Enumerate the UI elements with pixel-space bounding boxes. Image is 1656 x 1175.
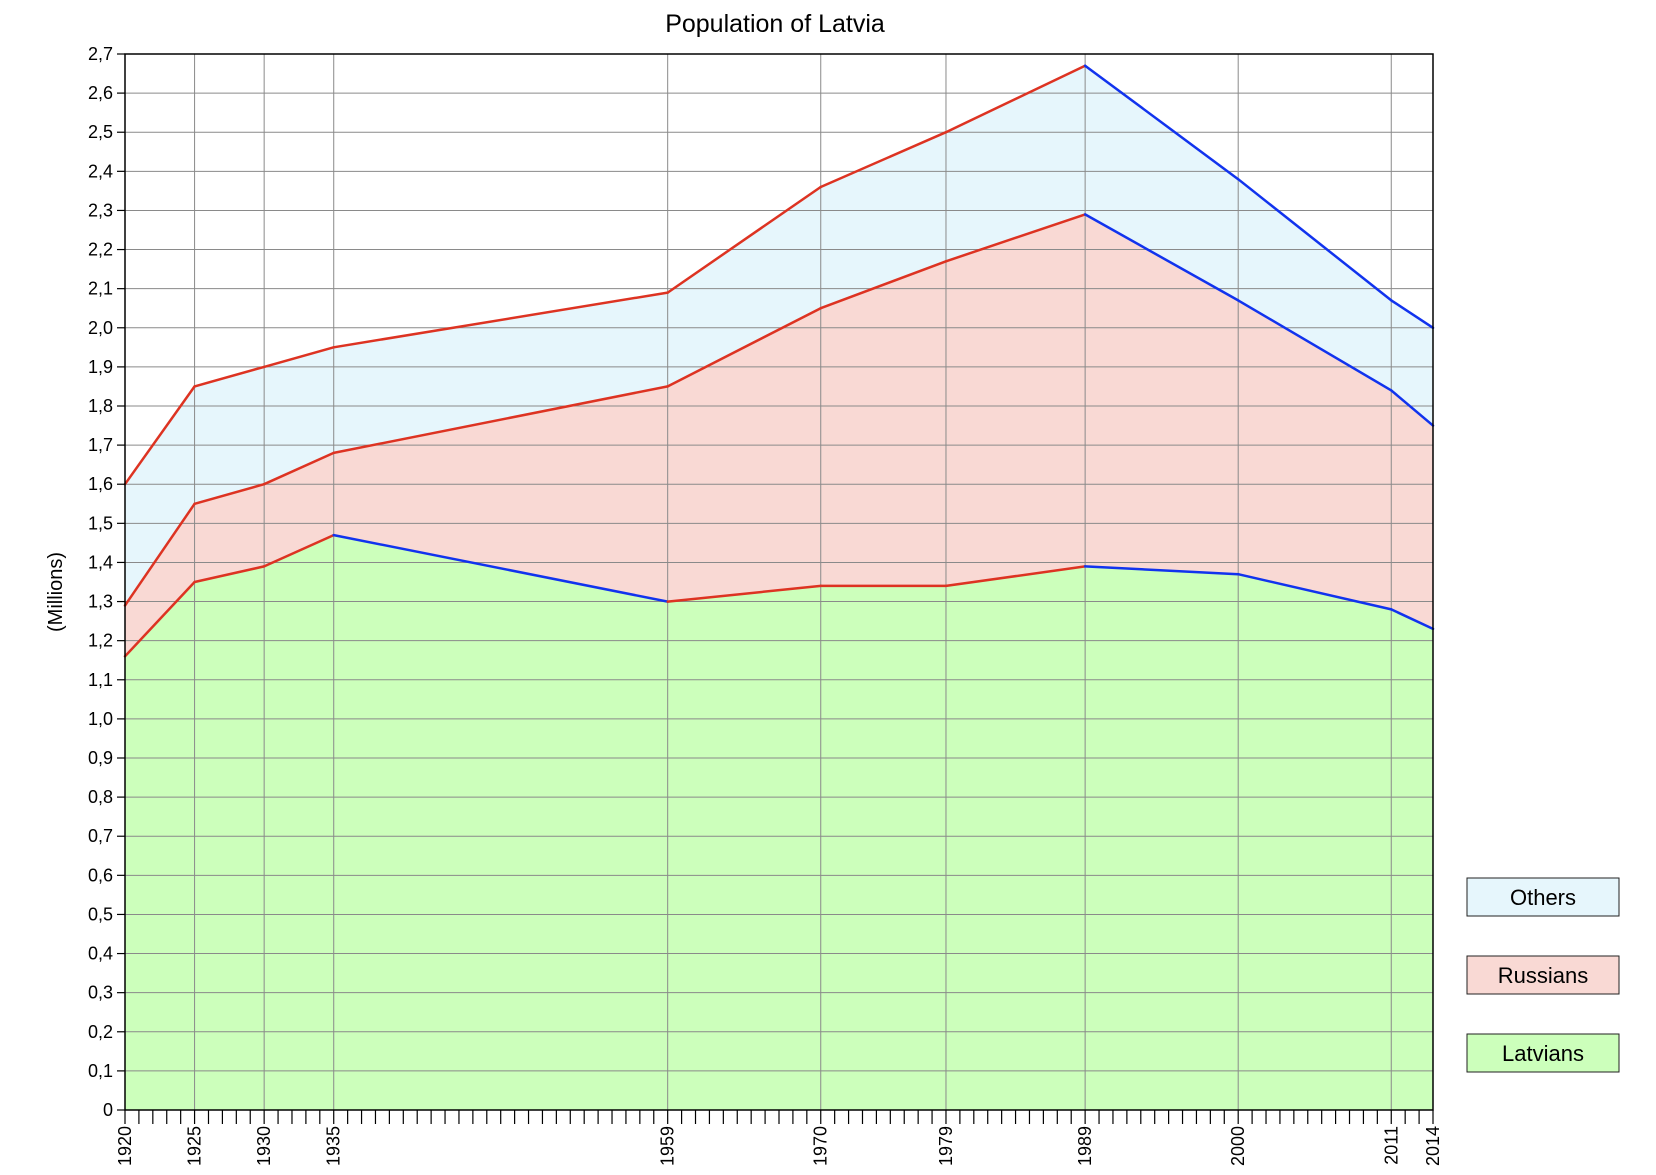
x-tick-label: 1979 — [936, 1126, 956, 1166]
series-line-russians — [193, 482, 266, 506]
x-tick-label: 1935 — [324, 1126, 344, 1166]
y-tick-label: 0,1 — [88, 1061, 113, 1081]
chart-legend: Others Russians Latvians — [1466, 877, 1620, 1073]
y-tick-label: 1,0 — [88, 709, 113, 729]
legend-swatch-others — [1466, 877, 1620, 917]
series-line-russians — [666, 306, 822, 388]
y-axis-label: (Millions) — [45, 552, 67, 632]
series-line-others — [819, 130, 948, 189]
y-tick-label: 1,3 — [88, 592, 113, 612]
x-tick-label: 2011 — [1381, 1126, 1401, 1165]
chart-grid — [124, 53, 1434, 1110]
series-line-russians — [819, 260, 948, 310]
y-tick-label: 0,8 — [88, 787, 113, 807]
series-line-russians — [944, 213, 1087, 263]
y-tick-label: 0,2 — [88, 1022, 113, 1042]
legend-label-latvians: Latvians — [1502, 1041, 1584, 1066]
y-tick-label: 2,3 — [88, 200, 113, 220]
y-tick-label: 1,4 — [88, 552, 113, 572]
series-line-others — [666, 185, 822, 294]
legend-label-russians: Russians — [1498, 963, 1588, 988]
y-tick-label: 2,4 — [88, 161, 113, 181]
series-line-russians — [1390, 389, 1435, 427]
y-tick-label: 1,7 — [88, 435, 113, 455]
area-others — [125, 65, 1433, 606]
chart-title: Population of Latvia — [665, 10, 885, 38]
y-tick-label: 2,5 — [88, 122, 113, 142]
series-line-others — [1236, 177, 1393, 302]
series-line-latvians — [944, 565, 1087, 588]
area-russians — [125, 214, 1433, 657]
x-tick-label: 1959 — [658, 1126, 678, 1166]
series-line-russians — [1236, 299, 1393, 392]
y-tick-label: 1,9 — [88, 357, 113, 377]
y-axis-ticks: 0 0,1 0,2 0,3 0,4 0,5 0,6 0,7 0,8 0,9 1,0 1,1 1,2 1,3… — [88, 44, 125, 1120]
series-line-latvians — [666, 584, 822, 603]
x-tick-label: 1920 — [115, 1126, 135, 1166]
chart-lines — [123, 64, 1435, 658]
series-line-russians — [262, 451, 335, 486]
series-line-latvians — [1083, 565, 1240, 576]
series-line-latvians — [332, 533, 669, 603]
y-tick-label: 2,6 — [88, 83, 113, 103]
series-line-others — [123, 385, 196, 486]
series-line-others — [944, 64, 1087, 134]
series-line-latvians — [1390, 608, 1435, 631]
y-tick-label: 1,2 — [88, 631, 113, 651]
y-tick-label: 1,1 — [88, 670, 113, 690]
y-tick-label: 2,7 — [88, 44, 113, 64]
area-latvians — [125, 535, 1433, 1110]
series-line-others — [1083, 64, 1240, 181]
y-tick-label: 0 — [103, 1100, 113, 1120]
x-tick-label: 1925 — [185, 1126, 205, 1166]
y-tick-label: 0,4 — [88, 944, 113, 964]
y-tick-label: 0,6 — [88, 865, 113, 885]
y-tick-label: 0,9 — [88, 748, 113, 768]
y-tick-label: 2,2 — [88, 240, 113, 260]
series-line-latvians — [262, 533, 335, 568]
y-tick-label: 2,1 — [88, 279, 113, 299]
series-line-russians — [123, 502, 196, 607]
x-tick-label: 1970 — [811, 1126, 831, 1166]
series-line-others — [262, 346, 335, 369]
y-tick-label: 2,0 — [88, 318, 113, 338]
legend-swatch-latvians — [1466, 1033, 1620, 1073]
series-line-others — [1390, 299, 1435, 330]
x-axis-ticks: 1920 1925 1930 1935 1959 1970 1979 1989 2000 2011… — [115, 1110, 1443, 1166]
series-line-russians — [1083, 213, 1240, 302]
series-line-others — [193, 365, 266, 388]
y-tick-label: 0,7 — [88, 826, 113, 846]
y-tick-label: 1,6 — [88, 474, 113, 494]
chart-areas — [125, 65, 1433, 1110]
legend-swatch-russians — [1466, 955, 1620, 995]
legend-label-others: Others — [1510, 885, 1576, 910]
series-line-others — [332, 291, 669, 349]
y-tick-label: 0,5 — [88, 904, 113, 924]
y-tick-label: 1,5 — [88, 513, 113, 533]
x-tick-label: 2000 — [1228, 1126, 1248, 1166]
series-line-russians — [332, 385, 669, 455]
x-tick-label: 1930 — [254, 1126, 274, 1166]
series-line-latvians — [1236, 572, 1393, 611]
x-tick-label: 2014 — [1423, 1126, 1443, 1166]
series-line-latvians — [193, 565, 266, 584]
series-line-latvians — [123, 580, 196, 658]
y-tick-label: 0,3 — [88, 983, 113, 1003]
x-tick-label: 1989 — [1075, 1126, 1095, 1166]
y-tick-label: 1,8 — [88, 396, 113, 416]
